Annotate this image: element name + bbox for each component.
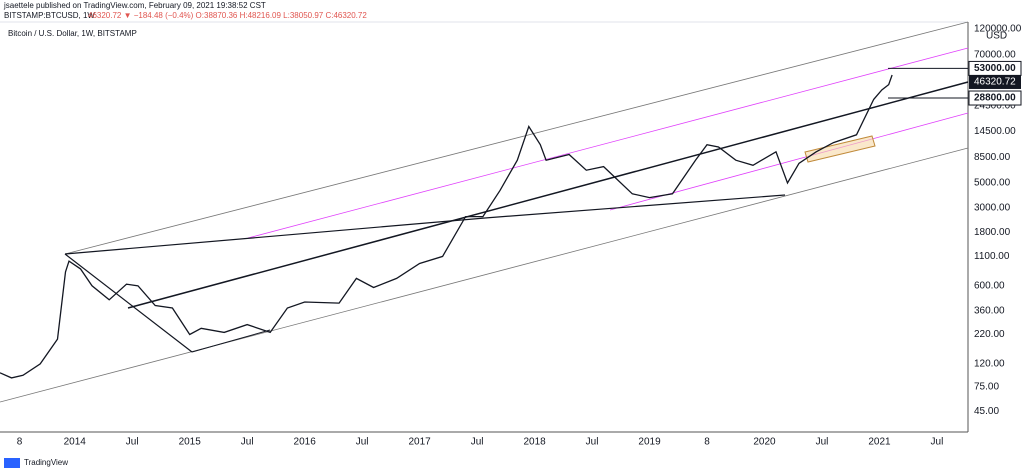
trendline: [484, 194, 786, 219]
channel-upper: [64, 21, 969, 255]
x-tick-label: Jul: [241, 437, 254, 448]
x-tick-label: Jul: [816, 437, 829, 448]
y-tick-label: 3000.00: [974, 202, 1011, 213]
x-tick-label: 2014: [64, 437, 87, 448]
level-label-box: [968, 90, 1022, 106]
author-line: jsaettele published on TradingView.com, …: [3, 1, 266, 10]
drawings: [0, 21, 969, 403]
symbol: BITSTAMP:BTCUSD, 1W: [4, 11, 95, 20]
x-tick-label: 2020: [753, 437, 776, 448]
last-price-box: [969, 74, 1021, 89]
x-tick-label: 2019: [638, 437, 661, 448]
trendline: [191, 329, 271, 353]
y-tick-label: 75.00: [974, 381, 999, 392]
trendline: [64, 253, 193, 353]
trendline: [127, 81, 969, 309]
level-label: 28800.00: [974, 93, 1016, 104]
last-price-label: 46320.72: [974, 77, 1016, 88]
y-tick-label: 70000.00: [974, 50, 1016, 61]
magenta-upper: [247, 47, 969, 239]
x-tick-label: 2015: [179, 437, 202, 448]
x-tick-label: Jul: [471, 437, 484, 448]
y-tick-label: 45.00: [974, 406, 999, 417]
axis-unit: USD: [986, 31, 1007, 42]
chart-subtitle: Bitcoin / U.S. Dollar, 1W, BITSTAMP: [8, 29, 137, 38]
y-tick-label: 360.00: [974, 305, 1005, 316]
y-tick-label: 220.00: [974, 329, 1005, 340]
x-tick-label: 2016: [294, 437, 317, 448]
x-tick-label: Jul: [931, 437, 944, 448]
level-label: 53000.00: [974, 63, 1016, 74]
y-tick-label: 14500.00: [974, 126, 1016, 137]
y-tick-label: 1100.00: [974, 251, 1010, 262]
footer-logo: [4, 458, 20, 468]
y-tick-label: 8500.00: [974, 152, 1011, 163]
y-tick-label: 1800.00: [974, 227, 1011, 238]
y-tick-label: 5000.00: [974, 178, 1011, 189]
y-tick-label: 120000.00: [974, 23, 1022, 34]
x-tick-label: 2021: [868, 437, 891, 448]
quote: 46320.72 ▼ −184.48 (−0.4%) O:38870.36 H:…: [88, 11, 367, 20]
footer: [0, 455, 1024, 471]
x-tick-label: Jul: [126, 437, 139, 448]
y-tick-label: 24500.00: [974, 101, 1016, 112]
x-tick-label: 8: [17, 437, 23, 448]
y-tick-label: 600.00: [974, 280, 1005, 291]
x-tick-label: 2017: [408, 437, 431, 448]
x-tick-label: 2018: [523, 437, 546, 448]
x-tick-label: Jul: [586, 437, 599, 448]
footer-brand: TradingView: [24, 458, 68, 467]
price-line: [0, 74, 893, 379]
x-tick-label: 8: [704, 437, 710, 448]
channel-lower: [0, 147, 969, 403]
x-tick-label: Jul: [356, 437, 369, 448]
trendline: [64, 217, 486, 255]
y-tick-label: 120.00: [974, 359, 1005, 370]
